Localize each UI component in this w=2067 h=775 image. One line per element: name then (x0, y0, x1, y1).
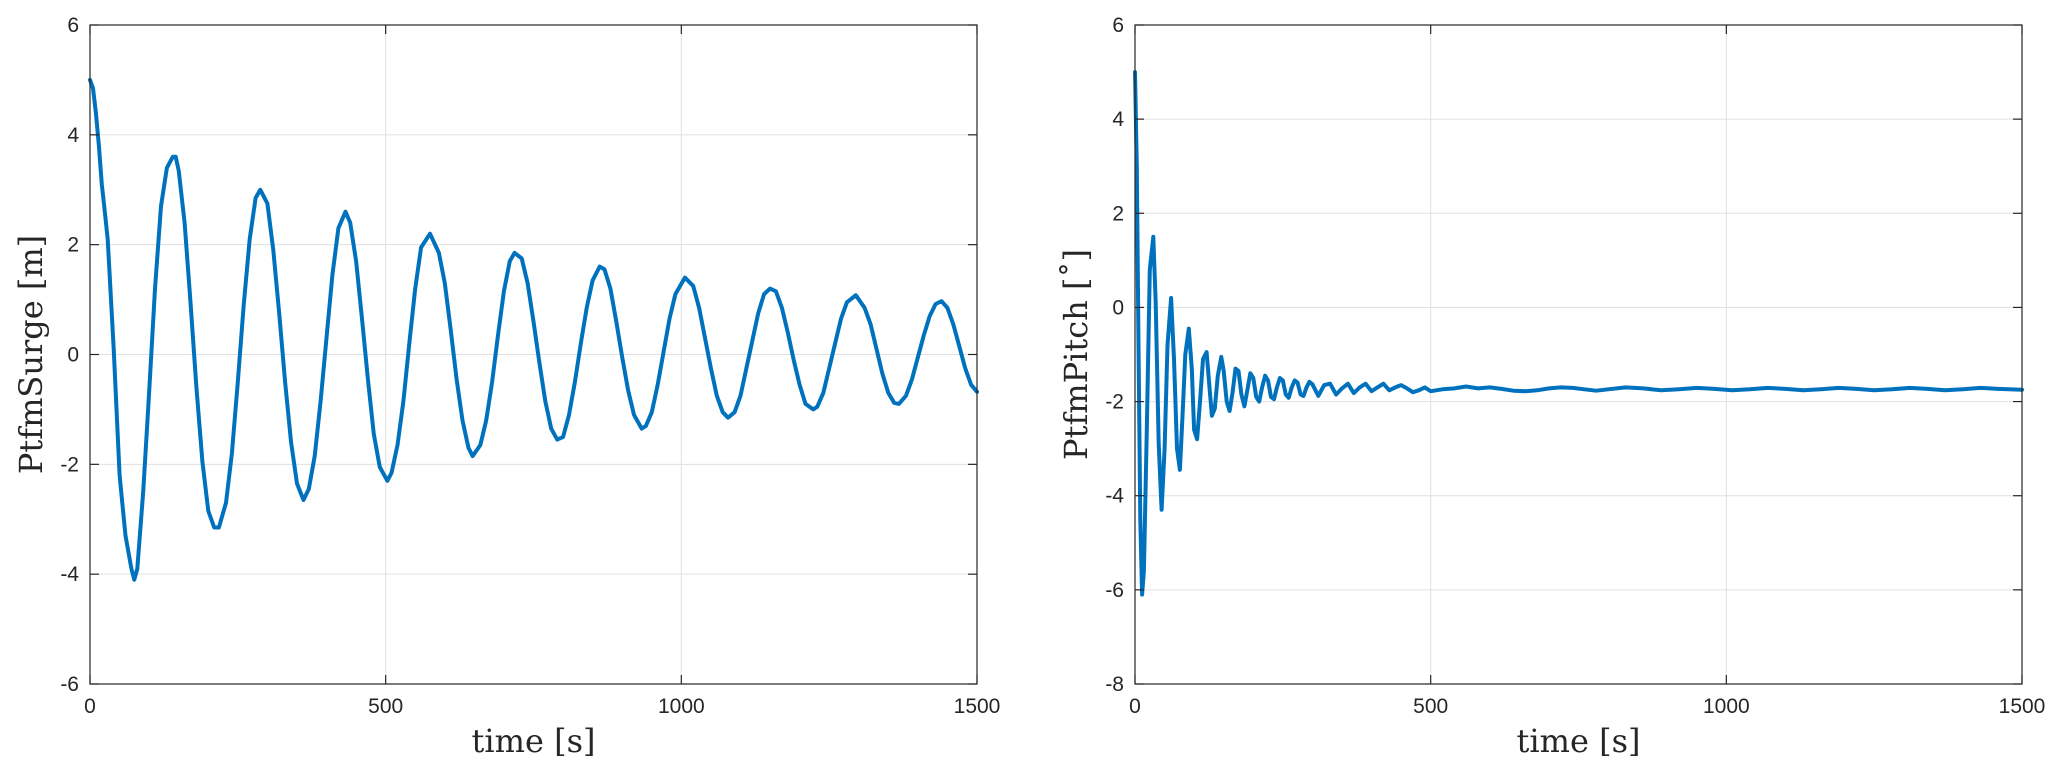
series-line (1133, 70, 2024, 597)
x-tick-label: 1500 (954, 695, 1001, 718)
plot-frame (1134, 24, 2023, 685)
y-tick-label: 6 (1112, 14, 1124, 37)
pitch-chart: 0 500 1000 1500 -8 -6 -4 -2 0 2 4 6 time [s] PtfmPitc… (1057, 14, 2045, 760)
y-tick-label: -2 (60, 453, 79, 476)
y-tick-label: 0 (67, 344, 79, 367)
series-line (88, 77, 979, 582)
y-tick-label: -6 (1105, 579, 1124, 602)
y-tick-label: -6 (60, 673, 79, 696)
y-tick-label: -4 (1105, 485, 1124, 508)
y-axis-label: PtfmSurge [m] (12, 235, 50, 474)
axis-ticks: 0 500 1000 1500 -8 -6 -4 -2 0 2 4 6 (1105, 14, 2045, 718)
y-tick-label: 6 (67, 14, 79, 37)
y-tick-label: 2 (1112, 202, 1124, 225)
y-tick-label: -4 (60, 563, 79, 586)
x-tick-label: 0 (84, 695, 96, 718)
x-tick-label: 500 (1413, 695, 1448, 718)
axis-ticks: 0 500 1000 1500 -6 -4 -2 0 2 4 6 (60, 14, 1000, 718)
y-tick-label: 2 (67, 234, 79, 257)
x-axis-label: time [s] (472, 722, 596, 760)
x-tick-label: 500 (368, 695, 403, 718)
x-axis-label: time [s] (1517, 722, 1641, 760)
y-axis-label: PtfmPitch [˚] (1057, 249, 1095, 460)
y-tick-label: 0 (1112, 296, 1124, 319)
x-tick-label: 0 (1129, 695, 1141, 718)
x-tick-label: 1000 (658, 695, 705, 718)
y-tick-label: 4 (67, 124, 79, 147)
y-tick-label: -2 (1105, 391, 1124, 414)
x-tick-label: 1500 (1999, 695, 2046, 718)
y-tick-label: 4 (1112, 108, 1124, 131)
grid-lines (1135, 25, 2022, 684)
x-tick-label: 1000 (1703, 695, 1750, 718)
y-tick-label: -8 (1105, 673, 1124, 696)
surge-chart: 0 500 1000 1500 -6 -4 -2 0 2 4 6 time [s] PtfmSurge … (12, 14, 1000, 760)
grid-lines (90, 25, 977, 684)
